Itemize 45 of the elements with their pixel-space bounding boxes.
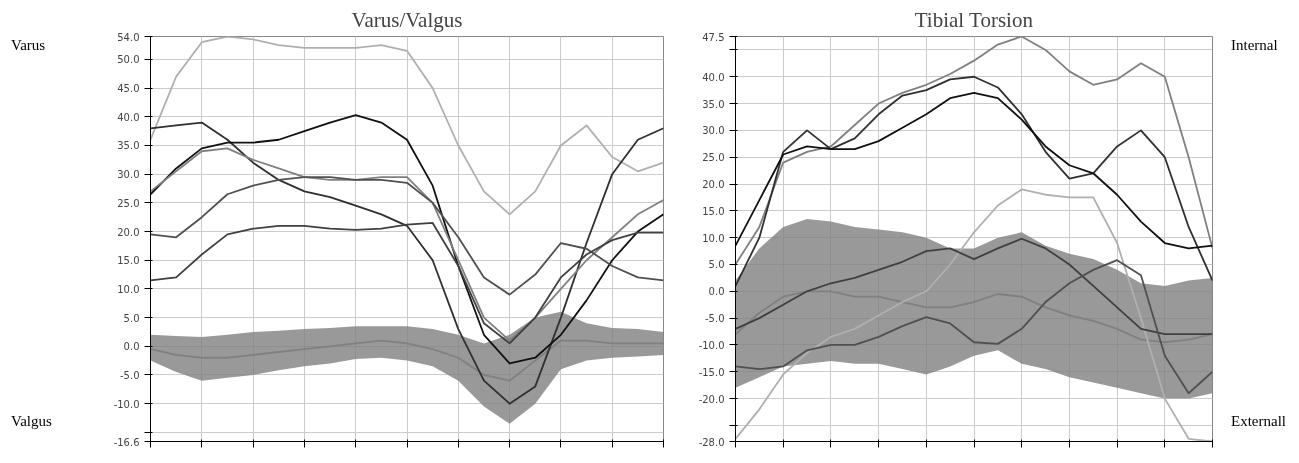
- y-tick-label: 30.0: [117, 169, 140, 181]
- chart-title: Varus/Valgus: [351, 7, 463, 32]
- y-tick-label: -16.6: [113, 436, 140, 448]
- y-tick-label: -28.0: [698, 436, 725, 448]
- y-tick-label: -20.0: [698, 393, 725, 405]
- y-tick-label: -5.0: [704, 313, 725, 325]
- y-tick-label: -15.0: [698, 366, 725, 378]
- y-tick-label: 15.0: [702, 205, 725, 217]
- y-tick-label: 15.0: [117, 255, 140, 267]
- text: Valgus: [11, 411, 52, 431]
- line-series: [735, 75, 1213, 287]
- line-series: [150, 176, 664, 296]
- y-tick-label: 5.0: [708, 259, 725, 271]
- y-tick-label: 45.0: [117, 83, 140, 95]
- y-tick-label: 10.0: [117, 283, 140, 295]
- y-tick-label: 40.0: [117, 111, 140, 123]
- y-tick-label: 30.0: [702, 125, 725, 137]
- line-series: [150, 114, 664, 365]
- line-series: [735, 91, 1213, 250]
- line-series: [735, 237, 1213, 336]
- y-tick-label: -10.0: [113, 398, 140, 410]
- text: Varus: [11, 36, 46, 55]
- y-tick-label: 54.0: [117, 31, 140, 43]
- line-series: [150, 121, 664, 405]
- y-tick-label: 47.5: [702, 31, 725, 43]
- y-tick-label: 0.0: [123, 341, 140, 353]
- y-tick-label: 35.0: [702, 98, 725, 110]
- line-series: [150, 36, 664, 216]
- y-tick-label: 25.0: [702, 152, 725, 164]
- y-tick-label: 25.0: [117, 197, 140, 209]
- y-tick-label: 50.0: [117, 54, 140, 66]
- y-tick-label: 0.0: [708, 286, 725, 298]
- chart-title: Tibial Torsion: [914, 7, 1034, 32]
- line-series: [735, 259, 1213, 395]
- y-tick-label: -10.0: [698, 339, 725, 351]
- line-series: [150, 222, 664, 345]
- text: Externall: [1231, 411, 1286, 431]
- y-tick-label: 10.0: [702, 232, 725, 244]
- y-tick-label: 5.0: [123, 312, 140, 324]
- y-tick-label: 40.0: [702, 71, 725, 83]
- text: Internal: [1231, 36, 1278, 55]
- y-tick-label: -5.0: [119, 369, 140, 381]
- y-tick-label: 20.0: [117, 226, 140, 238]
- y-tick-label: 20.0: [702, 179, 725, 191]
- y-tick-label: 35.0: [117, 140, 140, 152]
